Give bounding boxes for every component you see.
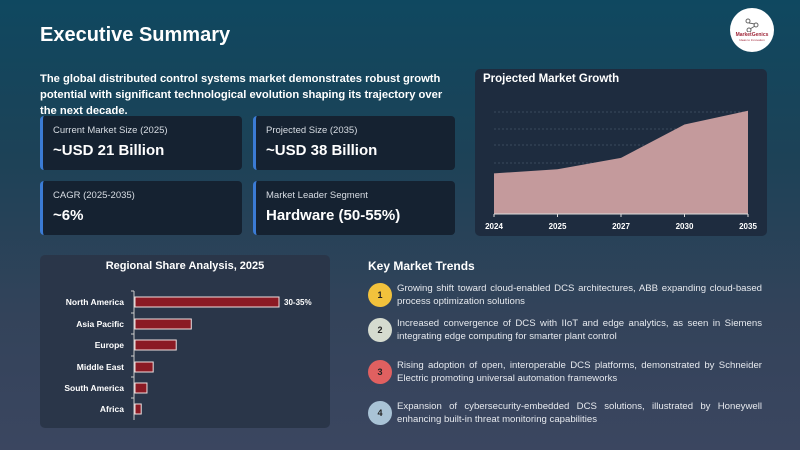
metric-card-leader-segment: Market Leader Segment Hardware (50-55%) bbox=[253, 181, 455, 235]
bar bbox=[134, 361, 154, 373]
growth-chart-panel: Projected Market Growth 2024 2025 2027 2030… bbox=[475, 69, 767, 236]
trend-text: Expansion of cybersecurity-embedded DCS … bbox=[397, 401, 762, 425]
page-title: Executive Summary bbox=[40, 24, 231, 46]
regional-chart-panel: Regional Share Analysis, 2025 North Amer… bbox=[40, 255, 330, 428]
trend-text: Rising adoption of open, interoperable D… bbox=[397, 360, 762, 384]
metric-value: ~USD 38 Billion bbox=[266, 142, 378, 159]
trend-item: 2 Increased convergence of DCS with IIoT … bbox=[368, 317, 762, 343]
metric-card-current-size: Current Market Size (2025) ~USD 21 Billio… bbox=[40, 116, 242, 170]
bar bbox=[134, 382, 148, 394]
bar bbox=[134, 318, 192, 330]
logo-tagline: Ideas to Innovation bbox=[739, 38, 765, 42]
metric-label: Market Leader Segment bbox=[266, 190, 368, 201]
metric-label: Projected Size (2035) bbox=[266, 125, 358, 136]
category-label: Middle East bbox=[77, 362, 124, 372]
category-label: South America bbox=[64, 383, 124, 393]
data-label: 30-35% bbox=[284, 298, 312, 307]
metric-value: Hardware (50-55%) bbox=[266, 207, 401, 224]
x-tick-label: 2025 bbox=[549, 222, 567, 231]
category-label: Europe bbox=[95, 340, 125, 350]
bar bbox=[134, 339, 177, 351]
trend-number-badge: 2 bbox=[368, 318, 392, 342]
area-chart: 2024 2025 2027 2030 2035 bbox=[485, 110, 757, 231]
network-icon bbox=[745, 18, 759, 32]
area-series bbox=[494, 110, 748, 214]
metric-card-projected-size: Projected Size (2035) ~USD 38 Billion bbox=[253, 116, 455, 170]
metric-value: ~USD 21 Billion bbox=[53, 142, 165, 159]
x-tick-label: 2024 bbox=[485, 222, 503, 231]
x-tick-label: 2035 bbox=[739, 222, 757, 231]
x-tick-label: 2027 bbox=[612, 222, 630, 231]
trends-title: Key Market Trends bbox=[368, 259, 475, 273]
metric-label: Current Market Size (2025) bbox=[53, 125, 168, 136]
chart-title: Regional Share Analysis, 2025 bbox=[105, 260, 265, 272]
x-tick-label: 2030 bbox=[676, 222, 694, 231]
chart-title: Projected Market Growth bbox=[483, 73, 620, 85]
trend-number-badge: 4 bbox=[368, 401, 392, 425]
intro-text: The global distributed control systems m… bbox=[40, 73, 443, 117]
category-label: Asia Pacific bbox=[76, 319, 124, 329]
metric-value: ~6% bbox=[53, 207, 84, 224]
category-label: Africa bbox=[100, 404, 124, 414]
metric-label: CAGR (2025-2035) bbox=[53, 190, 135, 201]
category-label: North America bbox=[66, 297, 125, 307]
bar bbox=[134, 296, 280, 308]
logo-text: MarketGenics bbox=[735, 32, 769, 38]
trend-text: Increased convergence of DCS with IIoT a… bbox=[397, 318, 762, 342]
trend-text: Growing shift toward cloud-enabled DCS a… bbox=[397, 283, 762, 307]
trend-number-badge: 1 bbox=[368, 283, 392, 307]
metric-card-cagr: CAGR (2025-2035) ~6% bbox=[40, 181, 242, 235]
company-logo: MarketGenics Ideas to Innovation bbox=[730, 8, 774, 52]
bar-chart: North America 30-35% Asia Pacific Europe Mid… bbox=[64, 290, 312, 420]
trend-item: 1 Growing shift toward cloud-enabled DCS … bbox=[368, 282, 762, 308]
bar bbox=[134, 403, 142, 415]
trend-number-badge: 3 bbox=[368, 360, 392, 384]
trend-item: 4 Expansion of cybersecurity-embedded DCS… bbox=[368, 400, 762, 426]
trend-item: 3 Rising adoption of open, interoperable … bbox=[368, 359, 762, 385]
